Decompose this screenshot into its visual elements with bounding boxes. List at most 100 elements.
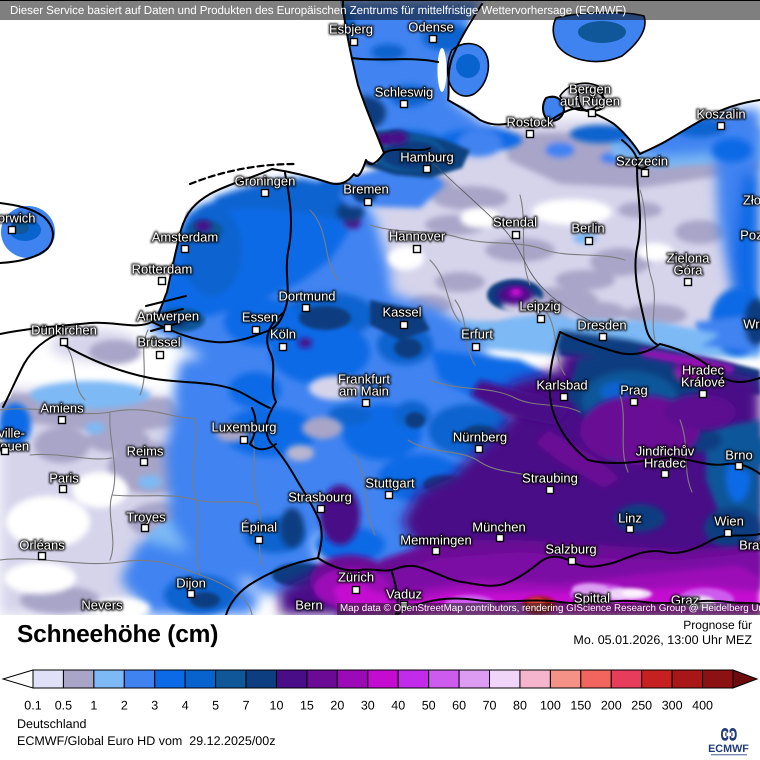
svg-text:Dortmund: Dortmund [278, 289, 335, 304]
svg-text:Hannover: Hannover [389, 229, 446, 244]
svg-text:60: 60 [452, 699, 466, 713]
svg-text:Frankfurt: Frankfurt [338, 372, 390, 387]
svg-text:Straubing: Straubing [522, 471, 578, 486]
svg-text:Memmingen: Memmingen [400, 533, 472, 548]
svg-text:Reims: Reims [127, 444, 164, 459]
svg-text:Góra: Góra [674, 263, 704, 278]
svg-text:Salzburg: Salzburg [545, 542, 596, 557]
svg-text:auf Rügen: auf Rügen [560, 94, 620, 109]
svg-text:10: 10 [270, 699, 284, 713]
svg-text:Dünkirchen: Dünkirchen [31, 323, 97, 338]
svg-text:Vaduz: Vaduz [386, 587, 422, 602]
svg-text:Schleswig: Schleswig [375, 85, 434, 100]
svg-text:Pozn: Pozn [740, 228, 760, 243]
svg-text:Linz: Linz [618, 511, 642, 526]
svg-text:80: 80 [513, 699, 527, 713]
svg-text:Karlsbad: Karlsbad [536, 378, 587, 393]
svg-text:Norwich: Norwich [0, 211, 35, 226]
svg-text:Spittal: Spittal [574, 591, 610, 606]
svg-text:Bremen: Bremen [343, 182, 389, 197]
svg-text:Groningen: Groningen [235, 174, 296, 189]
svg-text:Vaduz: Vaduz [386, 587, 422, 602]
svg-text:auf Rügen: auf Rügen [560, 94, 620, 109]
svg-text:Brat: Brat [739, 538, 760, 553]
svg-text:Troyes: Troyes [126, 510, 166, 525]
svg-text:1: 1 [90, 699, 97, 713]
svg-text:2: 2 [121, 699, 128, 713]
svg-text:Králové: Králové [681, 375, 725, 390]
svg-text:Hannover: Hannover [389, 229, 446, 244]
svg-text:Hradec: Hradec [682, 363, 724, 378]
svg-text:Odense: Odense [408, 20, 454, 35]
svg-text:Szczecin: Szczecin [616, 154, 668, 169]
svg-text:Zielona: Zielona [667, 251, 710, 266]
svg-text:Zielona: Zielona [667, 251, 710, 266]
svg-text:Berlin: Berlin [571, 221, 604, 236]
svg-text:Dresden: Dresden [577, 318, 626, 333]
svg-text:Strasbourg: Strasbourg [288, 490, 352, 505]
svg-text:Jindřichův: Jindřichův [636, 444, 695, 459]
svg-text:Bern: Bern [295, 598, 322, 613]
svg-text:Amsterdam: Amsterdam [152, 230, 218, 245]
svg-text:Bergen: Bergen [569, 82, 611, 97]
svg-text:Essen: Essen [242, 310, 278, 325]
svg-text:Leipzig: Leipzig [519, 299, 560, 314]
svg-text:Esbjerg: Esbjerg [329, 22, 373, 37]
svg-text:Reims: Reims [127, 444, 164, 459]
svg-text:50: 50 [422, 699, 436, 713]
svg-text:Jindřichův: Jindřichův [636, 444, 695, 459]
svg-text:Dortmund: Dortmund [278, 289, 335, 304]
svg-text:30: 30 [361, 699, 375, 713]
svg-text:Essen: Essen [242, 310, 278, 325]
svg-text:Wro: Wro [743, 317, 760, 332]
svg-text:4: 4 [182, 699, 189, 713]
svg-text:München: München [472, 520, 525, 535]
svg-text:Góra: Góra [674, 263, 704, 278]
svg-text:40: 40 [391, 699, 405, 713]
svg-text:Stendal: Stendal [493, 215, 537, 230]
svg-text:3: 3 [151, 699, 158, 713]
svg-text:Antwerpen: Antwerpen [137, 309, 199, 324]
svg-text:Rostock: Rostock [507, 115, 554, 130]
svg-text:Dünkirchen: Dünkirchen [31, 323, 97, 338]
svg-text:Stendal: Stendal [493, 215, 537, 230]
svg-text:Schleswig: Schleswig [375, 85, 434, 100]
svg-text:Zürich: Zürich [338, 570, 374, 585]
svg-text:Norwich: Norwich [0, 211, 35, 226]
svg-text:Memmingen: Memmingen [400, 533, 472, 548]
svg-text:Hradec: Hradec [644, 456, 686, 471]
svg-text:Stuttgart: Stuttgart [365, 476, 415, 491]
svg-text:Épinal: Épinal [241, 520, 277, 535]
svg-text:Hradec: Hradec [644, 456, 686, 471]
svg-text:am Main: am Main [339, 384, 389, 399]
svg-text:Köln: Köln [270, 327, 296, 342]
svg-text:Berlin: Berlin [571, 221, 604, 236]
svg-text:ECMWF: ECMWF [708, 743, 749, 755]
svg-text:Bergen: Bergen [569, 82, 611, 97]
svg-text:Esbjerg: Esbjerg [329, 22, 373, 37]
svg-text:Luxemburg: Luxemburg [211, 420, 276, 435]
svg-text:Dijon: Dijon [176, 576, 206, 591]
svg-text:Kassel: Kassel [382, 305, 421, 320]
svg-text:Straubing: Straubing [522, 471, 578, 486]
svg-text:Paris: Paris [49, 471, 79, 486]
svg-text:Linz: Linz [618, 511, 642, 526]
svg-text:20: 20 [330, 699, 344, 713]
svg-text:Králové: Králové [681, 375, 725, 390]
svg-text:Amsterdam: Amsterdam [152, 230, 218, 245]
svg-text:Troyes: Troyes [126, 510, 166, 525]
svg-text:5: 5 [212, 699, 219, 713]
svg-text:Brno: Brno [725, 448, 752, 463]
svg-text:Strasbourg: Strasbourg [288, 490, 352, 505]
svg-text:Spittal: Spittal [574, 591, 610, 606]
svg-text:Épinal: Épinal [241, 520, 277, 535]
svg-text:Dijon: Dijon [176, 576, 206, 591]
svg-text:Erfurt: Erfurt [461, 327, 493, 342]
svg-text:150: 150 [570, 699, 591, 713]
svg-text:Antwerpen: Antwerpen [137, 309, 199, 324]
svg-text:Zło: Zło [743, 193, 760, 208]
svg-text:Prag: Prag [620, 383, 647, 398]
svg-text:Wien: Wien [714, 514, 744, 529]
svg-text:300: 300 [662, 699, 683, 713]
svg-text:Wro: Wro [743, 317, 760, 332]
